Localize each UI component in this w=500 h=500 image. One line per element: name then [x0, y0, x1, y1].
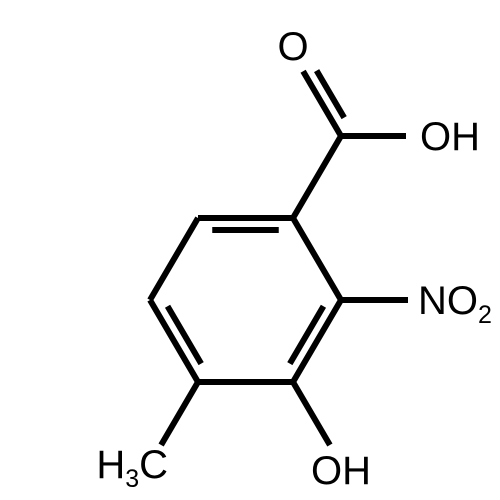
atom-label: O — [277, 25, 308, 69]
atom-label: OH — [311, 449, 371, 493]
atom-label: OH — [420, 115, 480, 159]
atom-label: NO2 — [418, 279, 492, 329]
atom-label: H3C — [96, 443, 168, 493]
chemical-structure: O OH NO2 OH H3C — [0, 0, 500, 500]
